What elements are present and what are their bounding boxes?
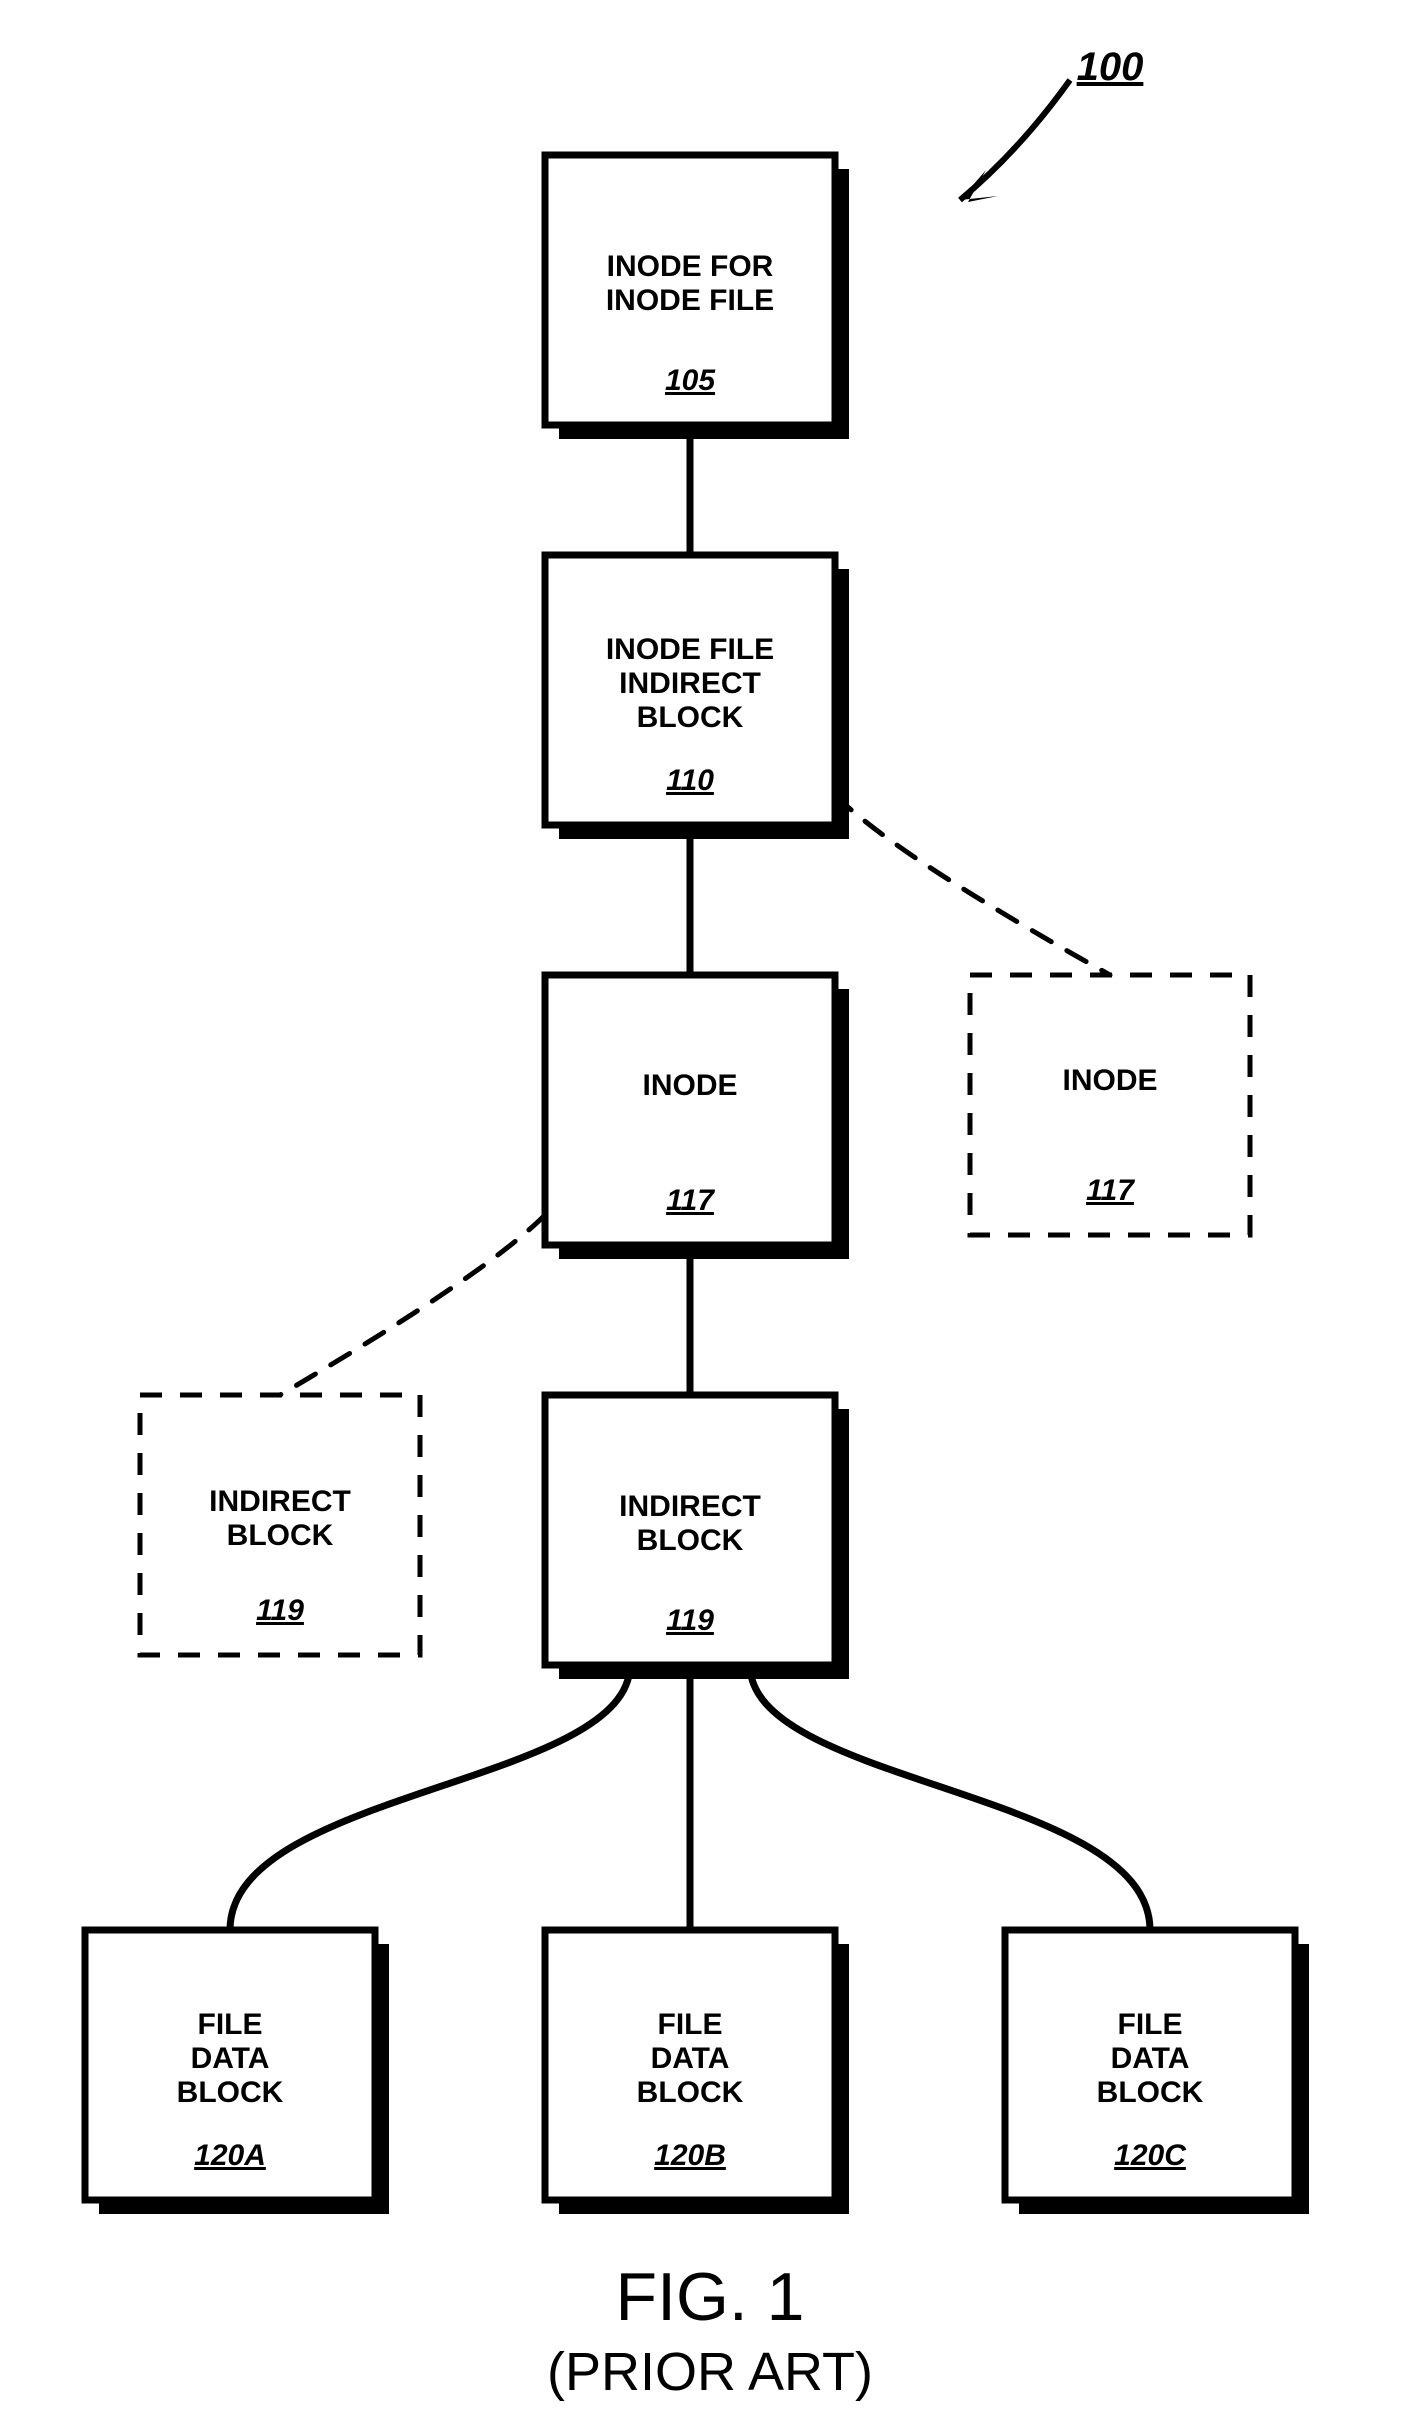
box-ref: 120B [654, 2139, 726, 2172]
figure-title: FIG. 1 (PRIOR ART) [547, 2259, 873, 2402]
box-ref: 119 [256, 1594, 304, 1627]
box-ref: 117 [666, 1184, 715, 1217]
box-label-line: DATA [1111, 2042, 1190, 2075]
box-file_data_b: FILEDATABLOCK 120B [545, 1930, 849, 2214]
box-ref: 120C [1114, 2139, 1187, 2172]
box-label-line: BLOCK [637, 701, 744, 734]
box-label-line: BLOCK [227, 1519, 334, 1552]
box-label-line: INODE FILE [606, 633, 774, 666]
box-label-line: FILE [658, 2008, 723, 2041]
box-inode_main: INODE 117 [545, 975, 849, 1259]
box-file_data_a: FILEDATABLOCK 120A [85, 1930, 389, 2214]
box-ref: 119 [666, 1604, 714, 1637]
figure-ref-label: 100 [1077, 45, 1144, 89]
box-label-line: INDIRECT [619, 1490, 761, 1523]
box-inode_file_indirect_block: INODE FILEINDIRECTBLOCK 110 [545, 555, 849, 839]
box-label-line: FILE [198, 2008, 263, 2041]
box-ref: 117 [1086, 1174, 1135, 1207]
box-label-line: FILE [1118, 2008, 1183, 2041]
box-inode_dashed: INODE 117 [970, 975, 1250, 1235]
figure-title-line2: (PRIOR ART) [547, 2342, 873, 2402]
box-label-line: DATA [651, 2042, 730, 2075]
box-label-line: INODE FOR [607, 250, 774, 283]
box-file_data_c: FILEDATABLOCK 120C [1005, 1930, 1309, 2214]
box-label-line: BLOCK [1097, 2076, 1204, 2109]
box-ref: 105 [665, 364, 716, 397]
box-label-line: INODE [1062, 1064, 1157, 1097]
box-label-line: DATA [191, 2042, 270, 2075]
box-inode_for_inode_file: INODE FORINODE FILE 105 [545, 155, 849, 439]
connector-c7 [835, 795, 1110, 975]
box-label-line: INODE FILE [606, 284, 774, 317]
inode-tree-diagram: 100INODE FORINODE FILE105INODE FILEINDIR… [0, 0, 1421, 2435]
box-ref: 120A [194, 2139, 266, 2172]
box-label-line: BLOCK [177, 2076, 284, 2109]
connector-c8 [280, 1215, 545, 1395]
box-label-line: INODE [642, 1069, 737, 1102]
box-label-line: INDIRECT [619, 667, 761, 700]
box-label-line: INDIRECT [209, 1485, 351, 1518]
box-label-line: BLOCK [637, 2076, 744, 2109]
box-indirect_block_main: INDIRECTBLOCK 119 [545, 1395, 849, 1679]
box-indirect_block_dashed: INDIRECTBLOCK 119 [140, 1395, 420, 1655]
connector-c5 [230, 1665, 630, 1930]
figure-title-line1: FIG. 1 [616, 2259, 805, 2335]
box-label-line: BLOCK [637, 1524, 744, 1557]
box-ref: 110 [666, 764, 714, 797]
connector-c6 [750, 1665, 1150, 1930]
figure-ref-arrow: 100 [960, 45, 1143, 202]
